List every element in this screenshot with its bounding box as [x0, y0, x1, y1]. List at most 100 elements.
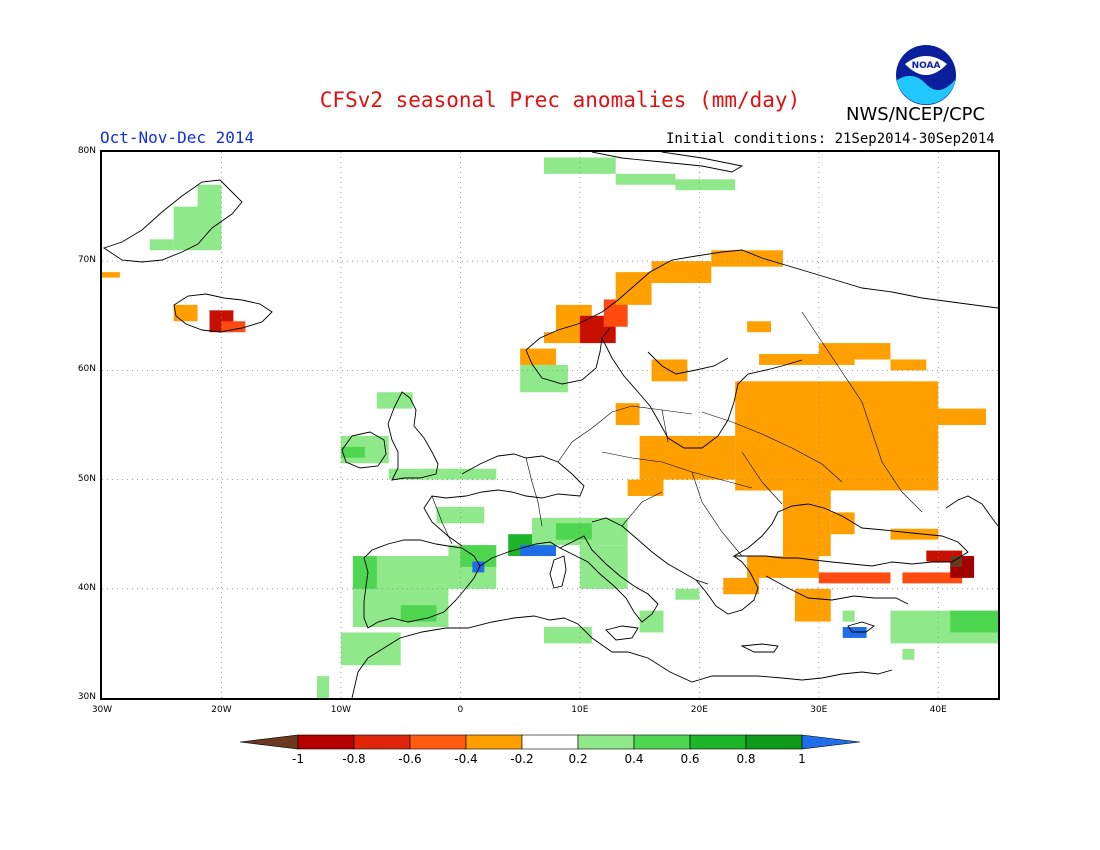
- anomaly-cell-orange: [723, 577, 760, 595]
- coastline-sicily: [605, 625, 639, 641]
- anomaly-cell-light-green: [675, 588, 700, 600]
- colorbar-swatch: [409, 734, 467, 750]
- lat-label: 70N: [77, 255, 96, 266]
- anomaly-cell-orange: [639, 435, 736, 480]
- anomaly-cell-brown: [950, 556, 963, 567]
- colorbar-swatch: [689, 734, 747, 750]
- anomaly-cell-red-orange: [902, 572, 963, 584]
- anomaly-cell-red-orange: [818, 572, 891, 584]
- colorbar-swatch: [465, 734, 523, 750]
- lat-label: 40N: [77, 582, 96, 593]
- coastline-svalbard: [591, 152, 744, 173]
- anomaly-cell-blue: [520, 545, 556, 557]
- anomaly-cell-light-green: [340, 632, 401, 666]
- coastline-sardinia: [549, 555, 567, 589]
- colorbar-tick-label: -1: [292, 752, 304, 766]
- anomaly-cell-light-green: [544, 157, 616, 174]
- anomaly-cell-red-orange: [221, 321, 246, 333]
- border-lines: [431, 311, 923, 557]
- anomaly-cell-orange: [735, 381, 939, 491]
- anomaly-cell-green: [340, 446, 365, 458]
- colorbar-tick-label: -0.2: [510, 752, 534, 766]
- anomaly-cell-orange: [759, 354, 855, 365]
- coastline-greenland: [102, 179, 243, 263]
- coastline-norway-south: [525, 327, 611, 385]
- colorbar-tick-label: 0.2: [568, 752, 588, 766]
- anomaly-cell-blue: [472, 561, 485, 573]
- colorbar-swatch: [521, 734, 579, 750]
- coastline-crete: [740, 643, 779, 653]
- colorbar-swatch: [633, 734, 691, 750]
- anomaly-cell-green: [950, 610, 998, 633]
- anomaly-cell-green: [352, 556, 377, 589]
- lon-label: 30W: [91, 705, 113, 715]
- logo-text: NOAA: [912, 61, 941, 71]
- colorbar-tick-label: -0.6: [398, 752, 422, 766]
- coastline-iberia: [363, 539, 481, 629]
- anomaly-cell-orange: [747, 321, 772, 333]
- anomaly-cell-light-green: [842, 610, 855, 622]
- lon-label: 10E: [571, 705, 589, 715]
- anomaly-cell-orange: [651, 261, 712, 284]
- coastline-italy: [558, 535, 659, 623]
- coastline-cyprus: [847, 621, 875, 633]
- lat-label: 30N: [77, 692, 96, 702]
- anomaly-cell-orange: [926, 408, 987, 425]
- map-title: CFSv2 seasonal Prec anomalies (mm/day): [319, 88, 801, 112]
- anomaly-cell-orange: [102, 272, 120, 278]
- anomaly-cell-orange: [747, 556, 819, 578]
- coastline-scandinavia: [525, 249, 998, 351]
- period-label: Oct-Nov-Dec 2014: [100, 128, 255, 147]
- colorbar-tick-label: 0.4: [624, 752, 644, 766]
- lon-label: 30E: [810, 705, 828, 715]
- lon-label: 10W: [330, 705, 352, 715]
- colorbar-tick-label: 0.8: [736, 752, 756, 766]
- anomaly-cell-orange: [890, 359, 927, 371]
- anomaly-cell-orange: [830, 512, 855, 535]
- anomaly-cell-orange: [890, 528, 939, 540]
- coastline-north-africa: [351, 615, 893, 698]
- coastline-iceland: [173, 293, 273, 333]
- colorbar-low-arrow: [240, 734, 299, 750]
- coastline-britain: [387, 391, 439, 481]
- lat-label: 50N: [77, 473, 96, 484]
- anomaly-cell-light-green: [376, 392, 413, 409]
- anomaly-cell-blue: [842, 627, 867, 638]
- colorbar-high-arrow: [801, 734, 860, 750]
- anomaly-cell-light-green: [317, 676, 329, 698]
- anomaly-cell-light-green: [197, 184, 222, 218]
- anomaly-cell-orange: [173, 304, 198, 322]
- coastline-blacksea: [732, 503, 969, 567]
- coastline-finland: [647, 351, 729, 375]
- lon-label: 0: [457, 705, 464, 715]
- colorbar-swatch: [297, 734, 355, 750]
- anomaly-cell-orange: [627, 479, 664, 496]
- lat-label: 60N: [77, 364, 96, 375]
- map-frame: [100, 150, 1000, 700]
- anomaly-cell-orange: [782, 490, 831, 557]
- org-label: NWS/NCEP/CPC: [846, 104, 986, 125]
- colorbar-tick-label: -0.8: [342, 752, 366, 766]
- anomaly-cell-light-green: [149, 239, 174, 251]
- colorbar-tick-label: -0.4: [454, 752, 478, 766]
- coastline-ireland: [341, 431, 387, 469]
- colorbar-swatch: [745, 734, 803, 750]
- coastline-france-south: [479, 541, 561, 567]
- coastline-adriatic: [591, 517, 709, 585]
- anomaly-cell-light-green: [615, 173, 676, 185]
- coastline-caspian: [945, 495, 998, 527]
- colorbar-swatch: [353, 734, 411, 750]
- lon-label: 20E: [690, 705, 708, 715]
- graticule: [102, 152, 998, 698]
- anomaly-map: [102, 152, 998, 698]
- anomaly-cell-light-green: [436, 506, 485, 524]
- anomaly-cell-light-green: [544, 627, 592, 644]
- anomaly-cell-green: [400, 605, 437, 622]
- anomaly-cell-orange: [520, 348, 556, 365]
- anomaly-cell-orange: [615, 403, 640, 425]
- noaa-logo-icon: NOAA: [896, 45, 956, 105]
- anomaly-cell-red: [926, 550, 963, 562]
- anomaly-cell-green: [555, 523, 592, 540]
- coastline-baltic: [601, 337, 803, 449]
- coastline-greece: [695, 555, 759, 615]
